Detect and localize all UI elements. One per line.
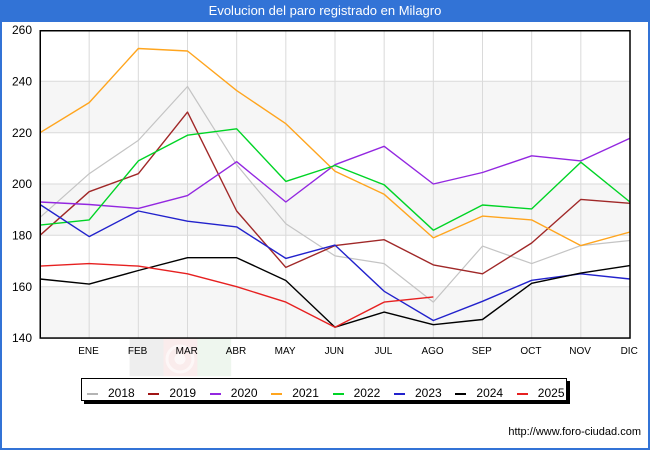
svg-text:NOV: NOV <box>569 346 591 357</box>
svg-text:JUN: JUN <box>325 346 344 357</box>
svg-text:JUL: JUL <box>375 346 393 357</box>
svg-text:180: 180 <box>12 229 32 243</box>
svg-text:AGO: AGO <box>421 346 443 357</box>
svg-text:200: 200 <box>12 177 32 191</box>
svg-text:240: 240 <box>12 75 32 89</box>
svg-text:FEB: FEB <box>128 346 148 357</box>
svg-text:ABR: ABR <box>226 346 247 357</box>
svg-text:DIC: DIC <box>621 346 638 357</box>
svg-text:220: 220 <box>12 126 32 140</box>
svg-text:OCT: OCT <box>520 346 541 357</box>
svg-text:MAY: MAY <box>275 346 296 357</box>
svg-text:ENE: ENE <box>78 346 99 357</box>
svg-text:SEP: SEP <box>472 346 492 357</box>
svg-text:160: 160 <box>12 280 32 294</box>
svg-text:MAR: MAR <box>176 346 198 357</box>
svg-text:140: 140 <box>12 331 32 345</box>
svg-text:260: 260 <box>12 23 32 37</box>
